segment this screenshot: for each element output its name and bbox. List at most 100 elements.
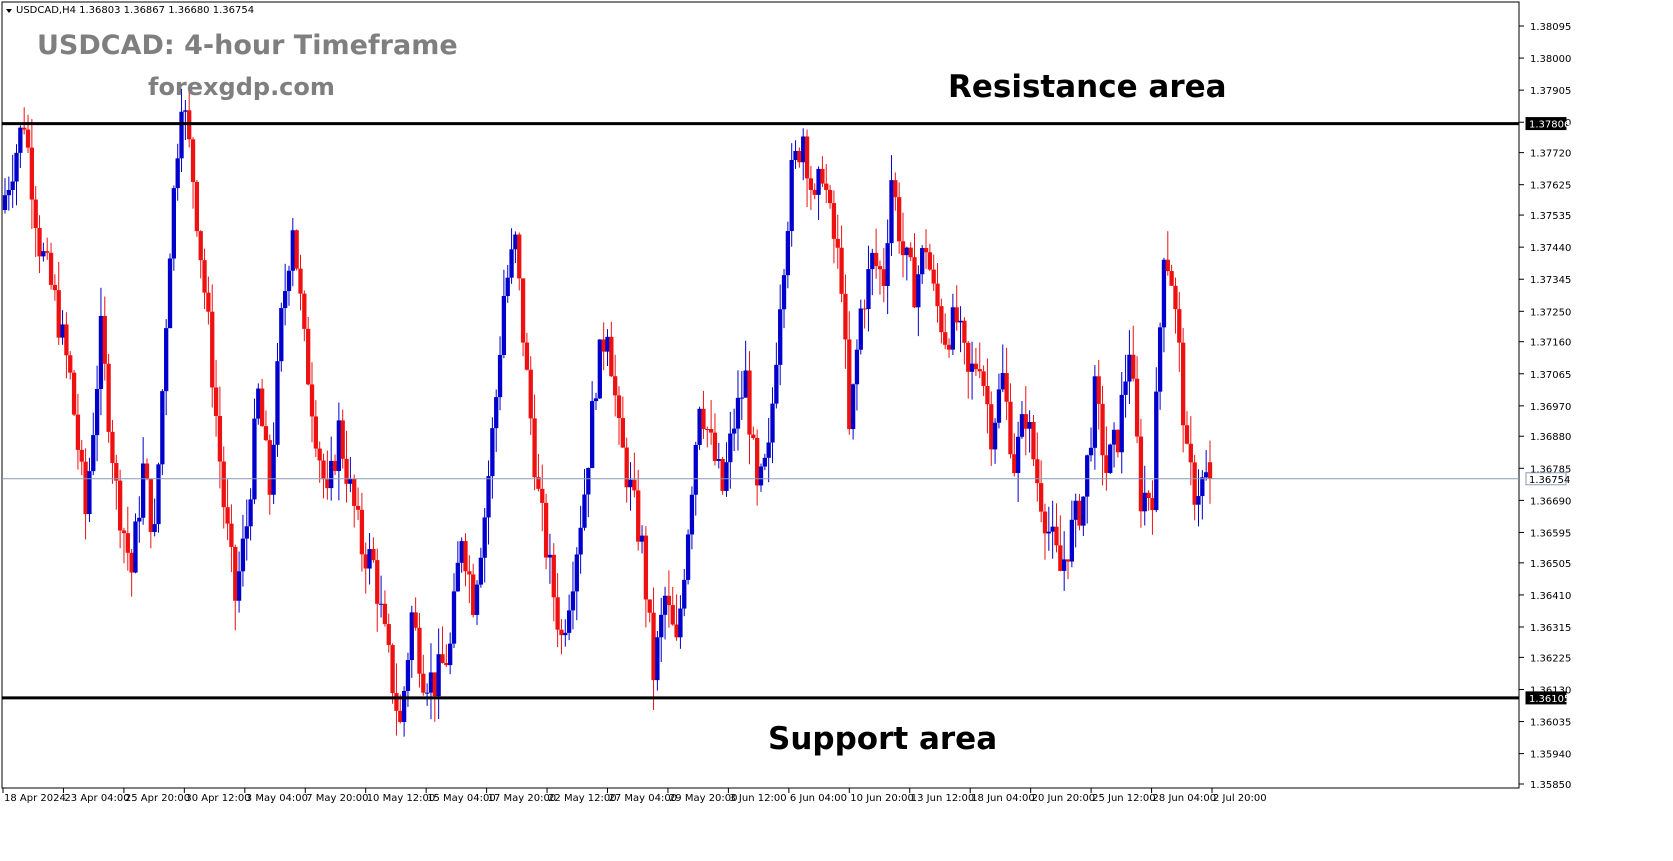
candle-body xyxy=(1192,462,1197,505)
candle xyxy=(1031,415,1036,467)
candle-body xyxy=(1100,403,1105,456)
candle-body xyxy=(505,277,510,297)
candle xyxy=(992,418,998,464)
candle-body xyxy=(1200,477,1205,497)
candle-body xyxy=(1000,373,1005,390)
candle xyxy=(731,408,737,452)
candle-body xyxy=(352,478,357,506)
candle-body xyxy=(563,632,568,636)
candle-body xyxy=(682,579,687,609)
candle-body xyxy=(325,479,330,489)
candle xyxy=(478,547,484,588)
candle xyxy=(148,478,153,549)
candle xyxy=(87,457,92,523)
candle xyxy=(589,381,595,469)
candle xyxy=(935,263,940,323)
candle-body xyxy=(643,535,649,600)
x-tick-label: 7 May 20:00 xyxy=(306,793,368,804)
candle xyxy=(306,317,311,386)
candle xyxy=(244,499,249,561)
y-tick-label: 1.36225 xyxy=(1530,653,1571,664)
candle xyxy=(1127,330,1132,405)
candle-body xyxy=(417,627,422,674)
candle-body xyxy=(1081,496,1086,526)
candle-body xyxy=(1054,526,1059,546)
candle xyxy=(743,340,748,398)
candle xyxy=(908,242,913,261)
candle-body xyxy=(720,459,725,491)
candle xyxy=(355,487,361,520)
candle-body xyxy=(609,336,614,377)
candle xyxy=(1115,429,1121,458)
candle-body xyxy=(770,403,775,443)
candle xyxy=(459,537,464,573)
candle xyxy=(1096,360,1101,430)
candle-body xyxy=(839,247,844,294)
candle-body xyxy=(831,203,837,239)
candle xyxy=(670,586,675,626)
candle-body xyxy=(547,554,553,558)
candle-body xyxy=(1031,421,1036,460)
candle xyxy=(847,311,852,435)
candle xyxy=(524,332,530,371)
candle xyxy=(797,147,802,168)
candle xyxy=(233,544,238,631)
y-tick-label: 1.36595 xyxy=(1530,528,1571,539)
candle xyxy=(528,356,533,436)
candle-body xyxy=(236,571,242,601)
candle-body xyxy=(229,523,234,547)
candle xyxy=(747,351,752,465)
candle-body xyxy=(313,416,318,449)
dropdown-triangle-icon[interactable] xyxy=(6,9,12,13)
candle xyxy=(340,409,345,469)
candle-body xyxy=(290,230,295,271)
candle xyxy=(22,107,27,135)
candle xyxy=(348,456,353,493)
candle xyxy=(1092,365,1098,470)
candle xyxy=(636,469,641,551)
candle-body xyxy=(893,180,898,198)
candle xyxy=(175,143,180,201)
candle xyxy=(394,663,399,736)
candle xyxy=(240,514,246,587)
candle xyxy=(1000,344,1005,393)
candle-body xyxy=(935,283,940,307)
candle xyxy=(547,533,553,584)
candle-body xyxy=(190,139,196,182)
candle-body xyxy=(413,612,418,628)
candle xyxy=(428,643,434,720)
candle-body xyxy=(566,610,572,633)
symbol-header: USDCAD,H4 1.36803 1.36867 1.36680 1.3675… xyxy=(6,5,254,16)
candle xyxy=(578,505,583,574)
candle-body xyxy=(755,438,760,486)
candle-body xyxy=(962,320,967,343)
candle xyxy=(329,436,334,501)
candle xyxy=(417,612,422,688)
y-tick-label: 1.36410 xyxy=(1530,591,1571,602)
candle xyxy=(977,342,982,379)
candle-body xyxy=(866,269,871,310)
candle xyxy=(793,140,798,169)
candle xyxy=(843,274,848,369)
candle xyxy=(1046,506,1051,551)
candle xyxy=(18,125,23,169)
candle xyxy=(1042,503,1048,560)
candle-body xyxy=(536,477,541,489)
candle xyxy=(609,321,614,378)
candle-body xyxy=(778,309,783,365)
candle-body xyxy=(94,388,100,436)
candle-body xyxy=(45,251,50,253)
candle-body xyxy=(401,690,407,722)
candle-body xyxy=(1115,429,1121,453)
candle xyxy=(409,605,414,678)
candle-body xyxy=(424,692,430,694)
candle-body xyxy=(14,152,19,182)
candle xyxy=(413,597,418,631)
y-tick-label: 1.37440 xyxy=(1530,243,1571,254)
candle xyxy=(386,613,391,653)
candle-body xyxy=(279,308,284,362)
resistance-area-label: Resistance area xyxy=(948,69,1227,105)
candle xyxy=(1065,559,1071,580)
